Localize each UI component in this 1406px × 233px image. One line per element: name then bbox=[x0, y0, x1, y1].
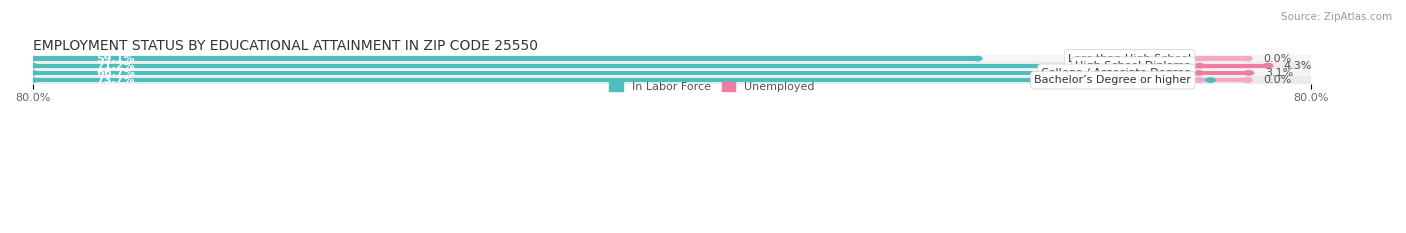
Text: 59.1%: 59.1% bbox=[97, 54, 135, 64]
Text: College / Associate Degree: College / Associate Degree bbox=[1042, 68, 1191, 78]
Circle shape bbox=[1195, 56, 1204, 61]
Circle shape bbox=[1244, 71, 1254, 75]
Bar bbox=[32, 64, 1170, 68]
Circle shape bbox=[1243, 56, 1251, 61]
Text: Less than High School: Less than High School bbox=[1069, 54, 1191, 64]
Circle shape bbox=[1263, 64, 1272, 68]
Circle shape bbox=[1094, 71, 1104, 75]
Text: Source: ZipAtlas.com: Source: ZipAtlas.com bbox=[1281, 12, 1392, 22]
Circle shape bbox=[1166, 64, 1175, 68]
Circle shape bbox=[28, 56, 38, 61]
Bar bbox=[32, 55, 1312, 62]
Circle shape bbox=[1195, 71, 1204, 75]
Bar bbox=[32, 56, 977, 61]
Circle shape bbox=[973, 56, 981, 61]
Bar bbox=[32, 62, 1312, 69]
Text: 66.7%: 66.7% bbox=[97, 68, 135, 78]
Bar bbox=[32, 76, 1312, 84]
Text: EMPLOYMENT STATUS BY EDUCATIONAL ATTAINMENT IN ZIP CODE 25550: EMPLOYMENT STATUS BY EDUCATIONAL ATTAINM… bbox=[32, 39, 537, 53]
Circle shape bbox=[1205, 78, 1215, 82]
Circle shape bbox=[1195, 78, 1204, 82]
Text: 71.2%: 71.2% bbox=[97, 61, 135, 71]
Bar bbox=[32, 69, 1312, 76]
Circle shape bbox=[28, 64, 38, 68]
Circle shape bbox=[1195, 64, 1204, 68]
Bar bbox=[1199, 71, 1249, 75]
Text: 3.1%: 3.1% bbox=[1265, 68, 1294, 78]
Bar bbox=[1199, 78, 1247, 82]
Text: 4.3%: 4.3% bbox=[1284, 61, 1312, 71]
Text: 73.7%: 73.7% bbox=[97, 75, 135, 85]
Bar bbox=[1199, 64, 1268, 68]
Text: 0.0%: 0.0% bbox=[1263, 54, 1291, 64]
Text: 0.0%: 0.0% bbox=[1263, 75, 1291, 85]
Bar bbox=[32, 78, 1211, 82]
Legend: In Labor Force, Unemployed: In Labor Force, Unemployed bbox=[605, 78, 818, 97]
Text: Bachelor’s Degree or higher: Bachelor’s Degree or higher bbox=[1035, 75, 1191, 85]
Bar bbox=[1199, 56, 1247, 61]
Circle shape bbox=[28, 78, 38, 82]
Text: High School Diploma: High School Diploma bbox=[1076, 61, 1191, 71]
Circle shape bbox=[28, 71, 38, 75]
Bar bbox=[32, 71, 1098, 75]
Circle shape bbox=[1243, 78, 1251, 82]
